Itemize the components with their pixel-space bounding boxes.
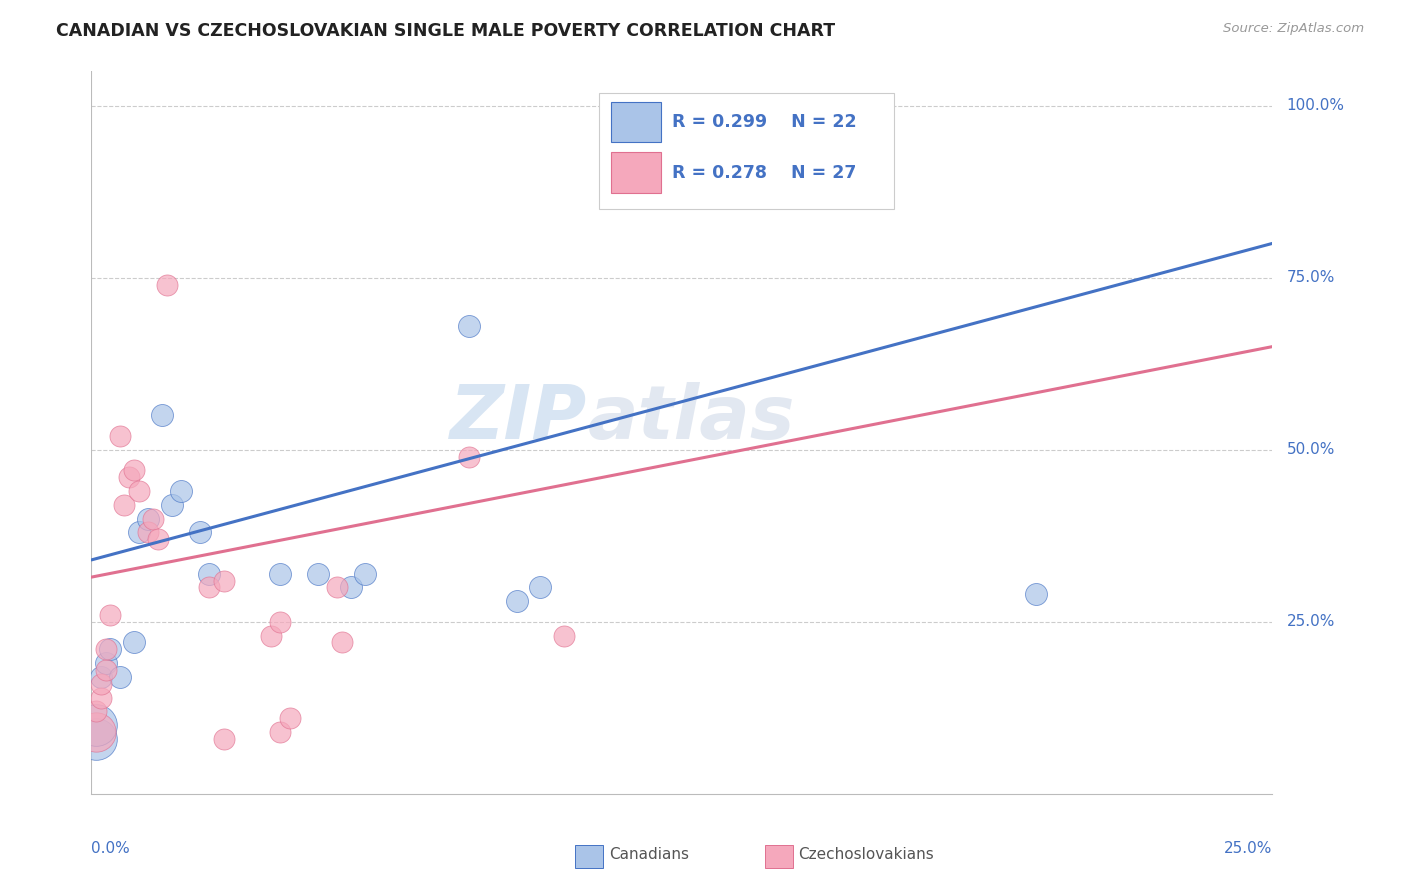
Text: Canadians: Canadians: [609, 847, 689, 862]
Point: [84, 731, 107, 746]
Point: [269, 725, 291, 739]
Point: [128, 525, 150, 540]
Point: [108, 429, 131, 443]
Point: [269, 615, 291, 629]
Point: [212, 731, 235, 746]
Point: [90, 677, 112, 691]
Point: [354, 566, 377, 581]
Point: [94, 663, 117, 677]
Point: [278, 711, 301, 725]
Point: [260, 629, 283, 643]
Point: [94, 656, 117, 670]
Point: [458, 318, 481, 333]
Text: 100.0%: 100.0%: [1286, 98, 1344, 113]
Point: [90, 670, 112, 684]
Text: 25.0%: 25.0%: [1225, 841, 1272, 855]
FancyBboxPatch shape: [599, 93, 894, 209]
Point: [505, 594, 527, 608]
Text: R = 0.278    N = 27: R = 0.278 N = 27: [672, 163, 856, 181]
Point: [84, 725, 107, 739]
Point: [307, 566, 329, 581]
Point: [98, 642, 121, 657]
FancyBboxPatch shape: [612, 153, 661, 193]
Point: [118, 470, 141, 484]
Point: [136, 511, 159, 525]
Text: 0.0%: 0.0%: [91, 841, 131, 855]
Point: [122, 635, 145, 649]
Point: [529, 581, 551, 595]
Point: [136, 525, 159, 540]
Point: [108, 670, 131, 684]
Point: [160, 498, 183, 512]
Point: [326, 581, 349, 595]
Text: 50.0%: 50.0%: [1286, 442, 1334, 458]
Point: [553, 629, 575, 643]
Point: [146, 533, 169, 547]
Point: [90, 690, 112, 705]
Point: [198, 581, 221, 595]
Point: [1025, 587, 1047, 601]
Text: atlas: atlas: [588, 382, 794, 455]
Point: [156, 277, 179, 292]
Text: 75.0%: 75.0%: [1286, 270, 1334, 285]
Point: [269, 566, 291, 581]
Point: [128, 484, 150, 499]
Point: [142, 511, 165, 525]
Point: [458, 450, 481, 464]
Point: [150, 409, 173, 423]
Point: [198, 566, 221, 581]
Text: CANADIAN VS CZECHOSLOVAKIAN SINGLE MALE POVERTY CORRELATION CHART: CANADIAN VS CZECHOSLOVAKIAN SINGLE MALE …: [56, 22, 835, 40]
Text: Czechoslovakians: Czechoslovakians: [799, 847, 935, 862]
Point: [212, 574, 235, 588]
Point: [188, 525, 211, 540]
Point: [330, 635, 353, 649]
FancyBboxPatch shape: [612, 102, 661, 142]
Text: 25.0%: 25.0%: [1286, 615, 1334, 630]
Text: R = 0.299    N = 22: R = 0.299 N = 22: [672, 113, 858, 131]
Point: [170, 484, 193, 499]
Point: [340, 581, 363, 595]
Text: ZIP: ZIP: [450, 382, 588, 455]
Point: [84, 704, 107, 718]
Point: [98, 607, 121, 622]
Point: [94, 642, 117, 657]
Point: [84, 718, 107, 732]
Point: [122, 463, 145, 477]
Text: Source: ZipAtlas.com: Source: ZipAtlas.com: [1223, 22, 1364, 36]
Point: [114, 498, 136, 512]
